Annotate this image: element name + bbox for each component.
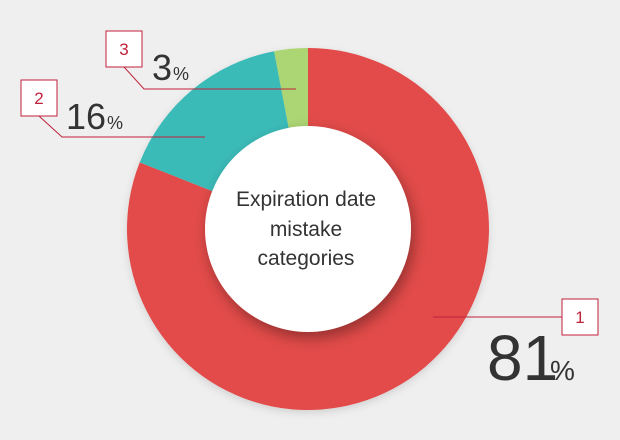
center-label-line-1: Expiration date [236, 188, 376, 211]
slice-unit-2: % [107, 113, 123, 133]
center-label-line-3: categories [258, 247, 355, 270]
slice-unit-1: % [550, 355, 575, 386]
callout-box-2 [20, 79, 58, 117]
callout-index-3: 3 [119, 40, 128, 59]
callout-index-1: 1 [575, 308, 584, 327]
slice-value-1: 81 [487, 322, 558, 394]
slice-unit-3: % [173, 64, 189, 84]
donut-hole [205, 126, 411, 332]
callout-line-2 [38, 115, 205, 138]
slice-value-2: 16 [66, 96, 106, 137]
callout-index-2: 2 [34, 89, 43, 108]
callouts-group: 181%2 16 %3 3% [20, 30, 599, 394]
callout-line-3 [123, 66, 296, 90]
callout-box-3 [105, 30, 143, 68]
slice-value-3: 3 [152, 47, 172, 88]
center-label-line-2: mistake [270, 218, 342, 241]
callout-box-1 [561, 298, 599, 336]
